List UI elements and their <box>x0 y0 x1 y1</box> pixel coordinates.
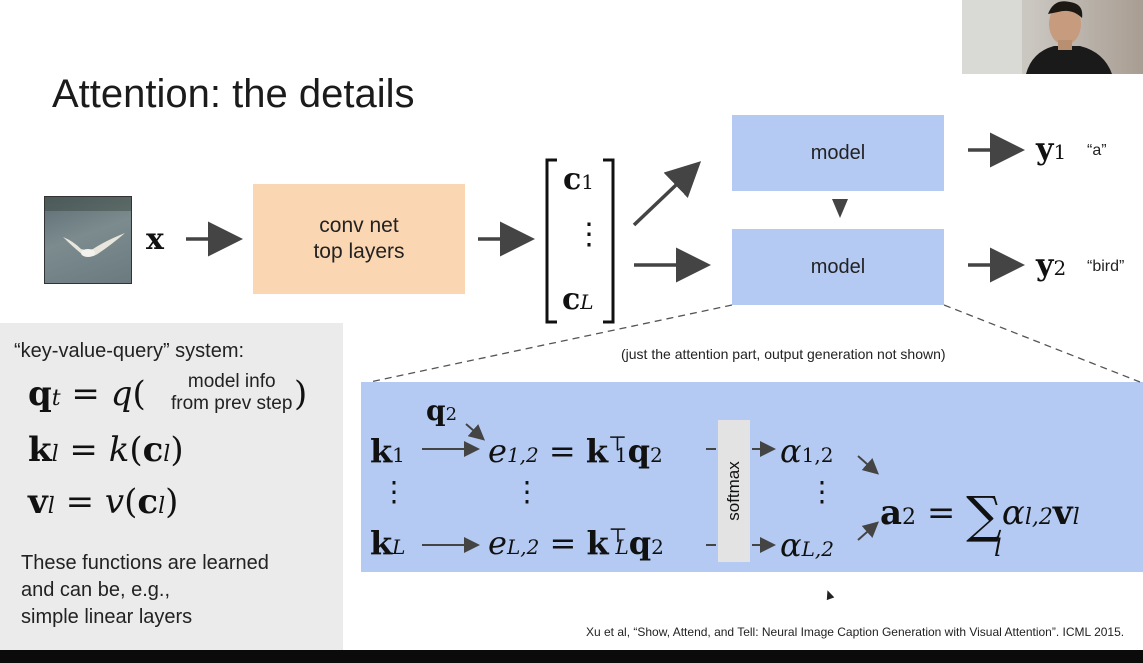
query-q2: q2 <box>426 394 458 427</box>
alpha-12: α1,2 <box>780 432 834 470</box>
presenter-webcam-icon <box>962 0 1143 74</box>
slide-title: Attention: the details <box>52 72 415 116</box>
context-output-a2: a2 = ∑αl,2vl <box>880 486 1080 544</box>
bottom-bar <box>0 650 1143 663</box>
alpha-dots: ⋮ <box>808 475 836 508</box>
model-box-1: model <box>732 115 944 191</box>
key-equation: kl = k(cl) <box>28 430 184 470</box>
input-symbol-x: x <box>146 222 164 257</box>
conv-net-label-line1: conv net <box>319 214 399 237</box>
alpha-L2: αL,2 <box>780 526 834 564</box>
key-kL: kL <box>370 524 406 562</box>
reference-citation: Xu et al, “Show, Attend, and Tell: Neura… <box>586 625 1125 639</box>
sum-index: l <box>994 534 1002 562</box>
score-dots: ⋮ <box>513 475 541 508</box>
output-y1: y1 <box>1036 132 1067 167</box>
context-vector-dots: ⋮ <box>574 217 604 252</box>
kvq-note: These functions are learned and can be, … <box>21 552 269 628</box>
model-box-2: model <box>732 229 944 305</box>
score-e12: e1,2 = k⊤1q2 <box>488 431 663 470</box>
attention-panel <box>361 382 1143 572</box>
conv-net-box: conv net top layers <box>253 184 465 294</box>
kvq-panel <box>0 323 343 650</box>
output-word-2: “bird” <box>1087 258 1125 275</box>
bird-photo-icon <box>44 196 132 284</box>
key-dots: ⋮ <box>380 475 408 508</box>
context-vector-bottom: cL <box>562 282 594 317</box>
score-eL2: eL,2 = k⊤Lq2 <box>488 523 664 562</box>
output-y2: y2 <box>1036 248 1067 283</box>
key-k1: k1 <box>370 432 405 470</box>
softmax-box: softmax <box>718 420 750 562</box>
attention-caption: (just the attention part, output generat… <box>621 346 946 362</box>
output-word-1: “a” <box>1087 142 1107 159</box>
conv-net-label-line2: top layers <box>313 240 405 263</box>
query-equation: qt = q( <box>28 374 146 414</box>
value-equation: vl = v(cl) <box>28 482 179 522</box>
query-close-paren: ) <box>294 374 308 414</box>
query-arg: model info from prev step <box>171 371 293 414</box>
kvq-heading: “key-value-query” system: <box>14 340 245 362</box>
context-vector-top: c1 <box>563 162 595 197</box>
